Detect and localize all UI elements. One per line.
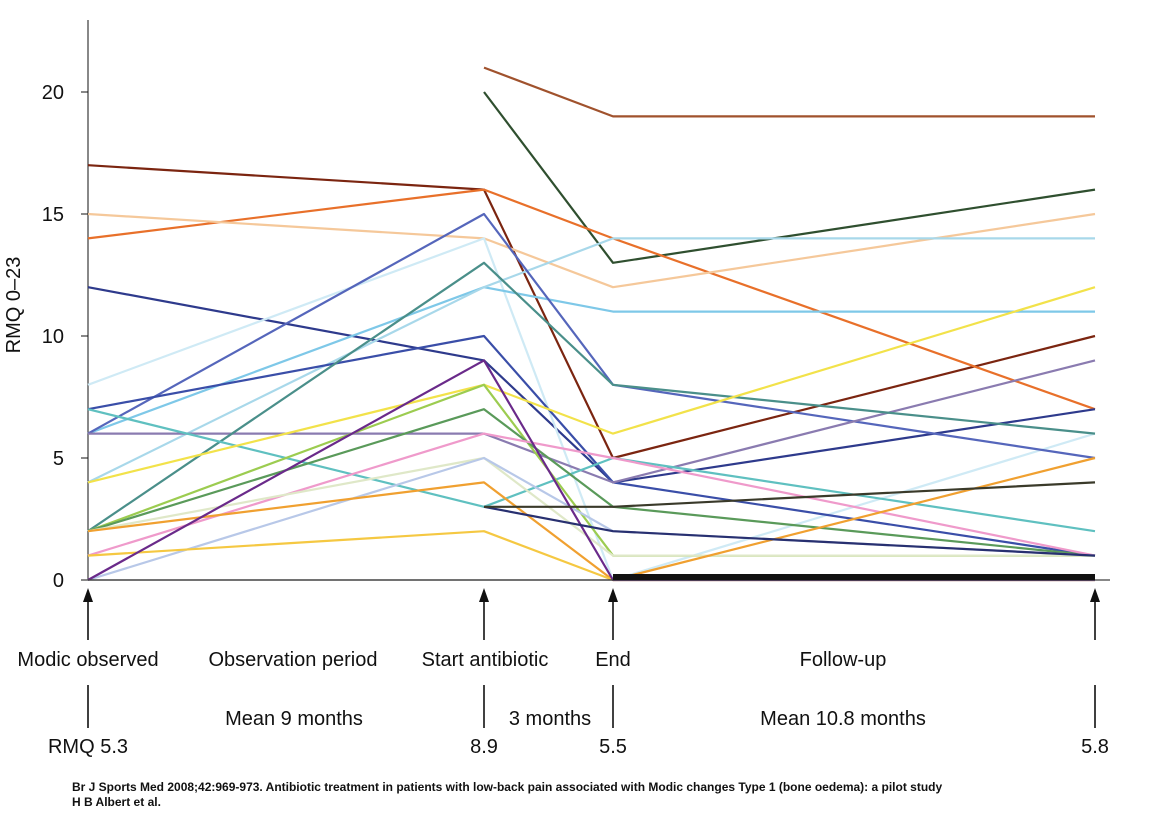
series-line-16 — [87, 383, 1095, 557]
chart: 0 5 10 15 20 RMQ 0–23 Modic observed Observati… — [3, 20, 1110, 758]
series-line-2 — [483, 91, 1096, 264]
series-line-25 — [484, 481, 1096, 508]
series-line-1 — [483, 66, 1095, 118]
phase-label: Follow-up — [800, 649, 887, 671]
y-tick-label: 10 — [42, 326, 64, 348]
series-line-21 — [87, 456, 1096, 582]
duration-label: 3 months — [509, 708, 591, 730]
mean-label: RMQ 5.3 — [48, 736, 128, 758]
series-line-10 — [87, 212, 1096, 460]
mean-label: 8.9 — [470, 736, 498, 758]
y-axis-label: RMQ 0–23 — [3, 257, 25, 354]
series-layer — [87, 66, 1096, 582]
caption-line-1: Br J Sports Med 2008;42:969-973. Antibio… — [72, 780, 943, 794]
phase-label: Observation period — [209, 649, 378, 671]
series-line-5 — [87, 212, 1096, 289]
series-line-15 — [87, 286, 1096, 484]
caption: Br J Sports Med 2008;42:969-973. Antibio… — [72, 780, 942, 810]
series-line-13 — [87, 261, 1096, 533]
caption-line-2: H B Albert et al. — [72, 795, 161, 809]
y-tick-label: 15 — [42, 204, 64, 226]
phase-label: Modic observed — [17, 649, 158, 671]
mean-label: 5.5 — [599, 736, 627, 758]
y-tick-label: 5 — [53, 448, 64, 470]
arrow-head — [1090, 588, 1100, 602]
series-line-24 — [483, 505, 1096, 557]
series-line-4 — [87, 188, 1096, 411]
series-line-9 — [87, 237, 1095, 484]
annotations: Modic observed Observation period Start an… — [17, 588, 1109, 758]
series-line-18 — [87, 432, 1096, 557]
arrow-head — [479, 588, 489, 602]
phase-label: Start antibiotic — [422, 649, 549, 671]
mean-label: 5.8 — [1081, 736, 1109, 758]
phase-label: End — [595, 649, 631, 671]
duration-label: Mean 9 months — [225, 708, 363, 730]
duration-label: Mean 10.8 months — [760, 708, 926, 730]
zero-cluster-band — [613, 574, 1095, 580]
arrow-head — [608, 588, 618, 602]
y-tick-label: 0 — [53, 570, 64, 592]
arrow-head — [83, 588, 93, 602]
y-tick-label: 20 — [42, 82, 64, 104]
